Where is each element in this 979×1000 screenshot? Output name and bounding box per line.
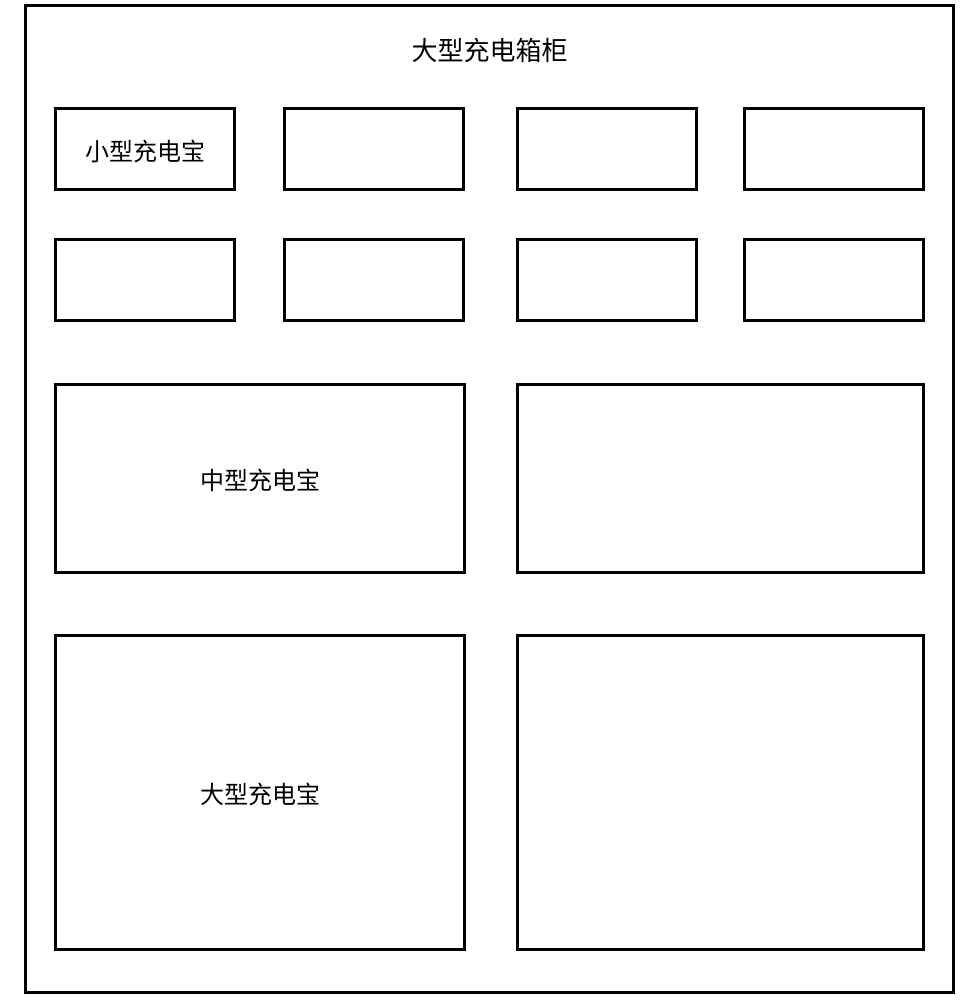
small-box-r1-2 — [516, 107, 698, 191]
small-box-r2-1 — [283, 238, 465, 322]
small-box-r2-0 — [54, 238, 236, 322]
medium-box-0: 中型充电宝 — [54, 383, 466, 574]
medium-box-0-label: 中型充电宝 — [200, 461, 320, 496]
large-box-0: 大型充电宝 — [54, 634, 466, 951]
large-box-1 — [516, 634, 925, 951]
medium-box-1 — [516, 383, 925, 574]
large-box-0-label: 大型充电宝 — [200, 775, 320, 810]
small-box-r1-0: 小型充电宝 — [54, 107, 236, 191]
small-box-r2-2 — [516, 238, 698, 322]
cabinet-title: 大型充电箱柜 — [411, 31, 567, 68]
small-box-r1-1 — [283, 107, 465, 191]
small-box-r2-3 — [743, 238, 925, 322]
small-box-r1-0-label: 小型充电宝 — [85, 132, 205, 167]
small-box-r1-3 — [743, 107, 925, 191]
